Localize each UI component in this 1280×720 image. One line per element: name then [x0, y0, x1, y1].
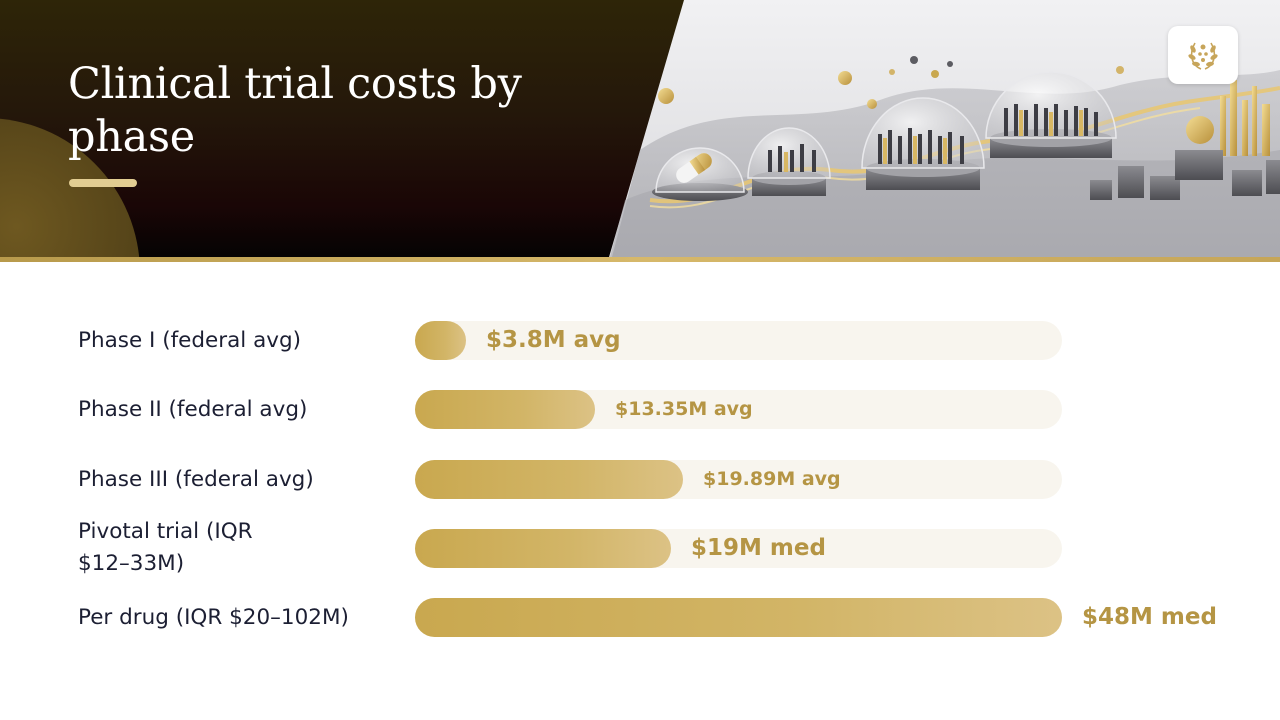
- category-label: Phase II (federal avg): [78, 397, 308, 422]
- value-label: $19.89M avg: [703, 468, 841, 490]
- header-gold-stripe: [0, 257, 1280, 262]
- bar: [415, 598, 1062, 637]
- bar: [415, 390, 595, 429]
- bar: [415, 321, 466, 360]
- header-illustration: [609, 0, 1280, 257]
- category-label: Phase I (federal avg): [78, 328, 302, 353]
- bar-track: $13.35M avg: [415, 390, 1062, 429]
- value-label: $19M med: [691, 535, 826, 561]
- bar-track: $19M med: [415, 529, 1062, 568]
- category-label: Pivotal trial (IQR $12–33M): [78, 519, 253, 576]
- category-label: Phase III (federal avg): [78, 467, 314, 492]
- header-band: Clinical trial costs by phase: [0, 0, 1280, 257]
- bar-track: $19.89M avg: [415, 460, 1062, 499]
- bar: [415, 460, 683, 499]
- bar: [415, 529, 671, 568]
- laurel-logo-icon: [1188, 42, 1218, 70]
- slide-title: Clinical trial costs by phase: [68, 59, 522, 162]
- bar-track: $48M med: [415, 598, 1217, 637]
- title-underline: [69, 179, 137, 187]
- value-label: $3.8M avg: [486, 327, 621, 353]
- category-label: Per drug (IQR $20–102M): [78, 605, 349, 630]
- brand-logo: [1168, 26, 1238, 84]
- bar-track: $3.8M avg: [415, 321, 1062, 360]
- value-label: $13.35M avg: [615, 398, 753, 420]
- value-label: $48M med: [1082, 604, 1217, 630]
